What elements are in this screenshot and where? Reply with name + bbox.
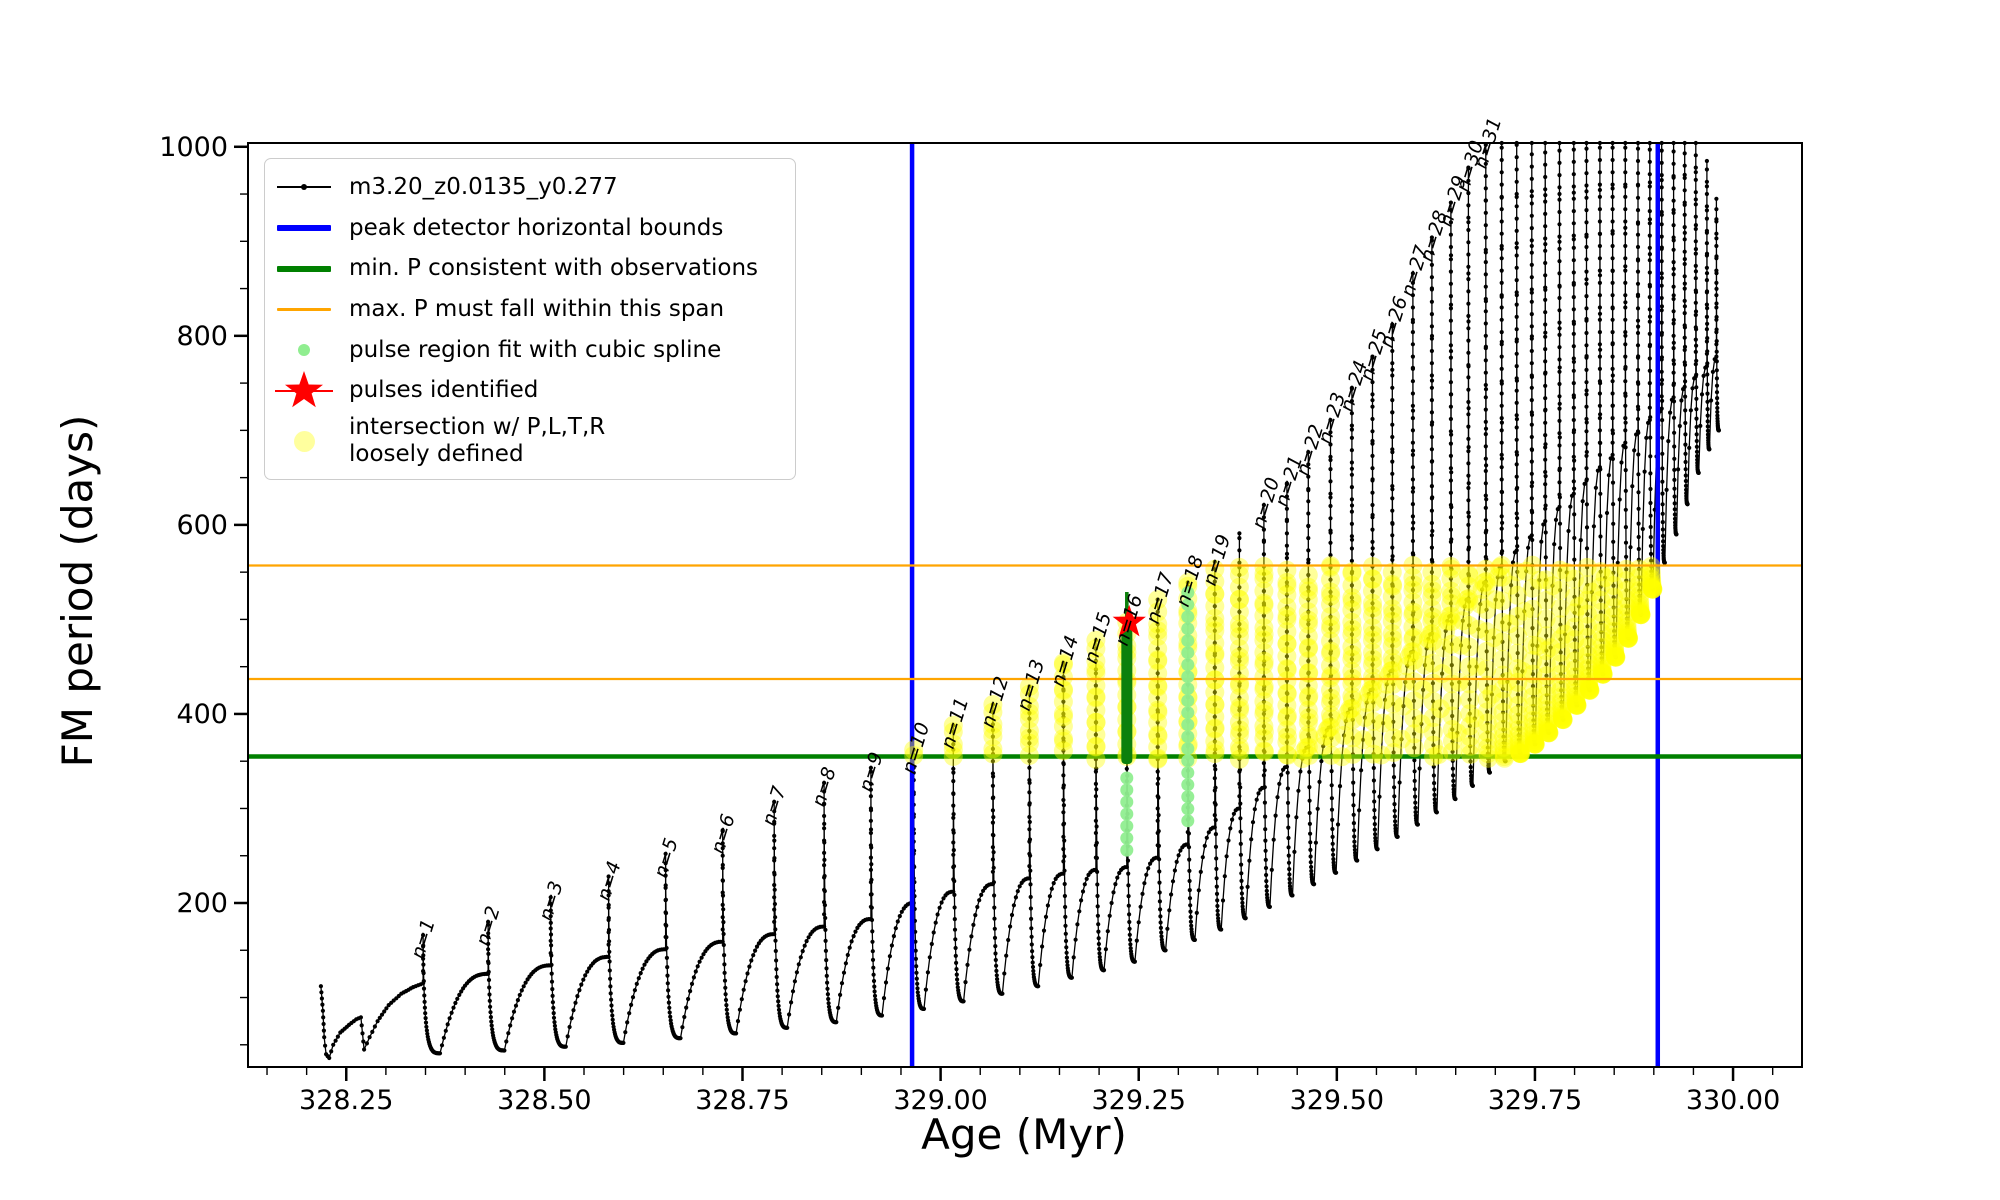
- legend-item-label: peak detector horizontal bounds: [349, 214, 724, 241]
- max-p-line-icon: [275, 288, 333, 330]
- legend-item-intersection: intersection w/ P,L,T,R loosely defined: [275, 411, 785, 471]
- legend-item-label: m3.20_z0.0135_y0.277: [349, 173, 618, 200]
- x-tick-label: 329.00: [893, 1085, 987, 1116]
- intersection-dot-icon: [275, 420, 333, 462]
- x-tick-label: 329.25: [1091, 1085, 1185, 1116]
- min-p-line-icon: [275, 248, 333, 290]
- legend-item-label: max. P must fall within this span: [349, 295, 725, 322]
- legend-item-series: m3.20_z0.0135_y0.277: [275, 167, 785, 208]
- spline-fit-points: [1120, 586, 1195, 857]
- y-tick-label: 200: [176, 888, 228, 919]
- y-tick-label: 600: [176, 510, 228, 541]
- legend-item-label: min. P consistent with observations: [349, 255, 759, 282]
- peak-detector-bound-lines: [909, 143, 1661, 1067]
- x-tick-label: 330.00: [1686, 1085, 1780, 1116]
- spline-dot-icon: [275, 329, 333, 371]
- peak-bounds-line-icon: [275, 207, 333, 249]
- intersection-points: [904, 555, 1663, 769]
- legend-item-peak-bounds: peak detector horizontal bounds: [275, 208, 785, 249]
- y-tick-label: 1000: [159, 132, 228, 163]
- x-tick-label: 329.50: [1290, 1085, 1384, 1116]
- x-axis-label: Age (Myr): [921, 1110, 1127, 1159]
- legend-item-label: pulse region fit with cubic spline: [349, 336, 722, 363]
- y-tick-label: 400: [176, 699, 228, 730]
- pulse-identified-star: [1112, 604, 1146, 637]
- x-tick-label: 328.50: [497, 1085, 591, 1116]
- series-line-icon: [275, 166, 333, 208]
- x-tick-label: 329.75: [1488, 1085, 1582, 1116]
- pulse-fit-bar: [1121, 592, 1133, 765]
- axes-frame: 328.25 328.50 328.75 329.00 329.25 329.50 329.…: [159, 132, 1803, 1116]
- pulse-star-icon: [275, 370, 333, 412]
- legend-item-label: intersection w/ P,L,T,R loosely defined: [349, 414, 606, 468]
- legend-item-min-p: min. P consistent with observations: [275, 248, 785, 289]
- y-axis-label: FM period (days): [53, 414, 102, 768]
- x-tick-label: 328.25: [299, 1085, 393, 1116]
- y-tick-label: 800: [176, 321, 228, 352]
- x-tick-label: 328.75: [695, 1085, 789, 1116]
- legend: m3.20_z0.0135_y0.277 peak detector horiz…: [264, 158, 796, 480]
- legend-item-spline-fit: pulse region fit with cubic spline: [275, 330, 785, 371]
- legend-item-pulses: pulses identified: [275, 370, 785, 411]
- max-p-lines: [248, 564, 1802, 681]
- legend-item-max-p: max. P must fall within this span: [275, 289, 785, 330]
- legend-item-label: pulses identified: [349, 377, 539, 404]
